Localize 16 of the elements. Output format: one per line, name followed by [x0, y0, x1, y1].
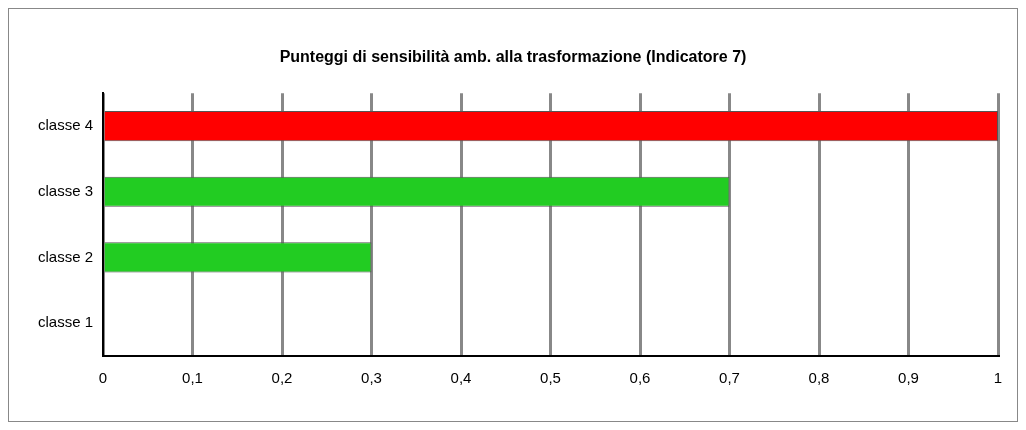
x-tick-label: 0,9	[898, 369, 919, 387]
x-tick-label: 0,5	[540, 369, 561, 387]
y-tick-label: classe 1	[38, 313, 94, 331]
x-tick-label: 0,6	[629, 369, 651, 387]
x-tick-label: 1	[993, 369, 1003, 387]
x-tick-label: 0,4	[450, 369, 472, 387]
y-tick-label: classe 3	[38, 181, 94, 199]
x-tick-label: 0,1	[182, 369, 203, 387]
x-tick-label: 0,3	[361, 369, 382, 387]
x-tick-label: 0,7	[719, 369, 740, 387]
y-tick-label: classe 4	[38, 116, 94, 134]
y-tick-label: classe 2	[38, 247, 94, 265]
x-tick-label: 0,8	[808, 369, 830, 387]
chart-title: Punteggi di sensibilità amb. alla trasformazione (Indicatore 7)	[279, 48, 747, 66]
x-tick-label: 0	[98, 369, 108, 387]
x-tick-label: 0,2	[271, 369, 293, 387]
